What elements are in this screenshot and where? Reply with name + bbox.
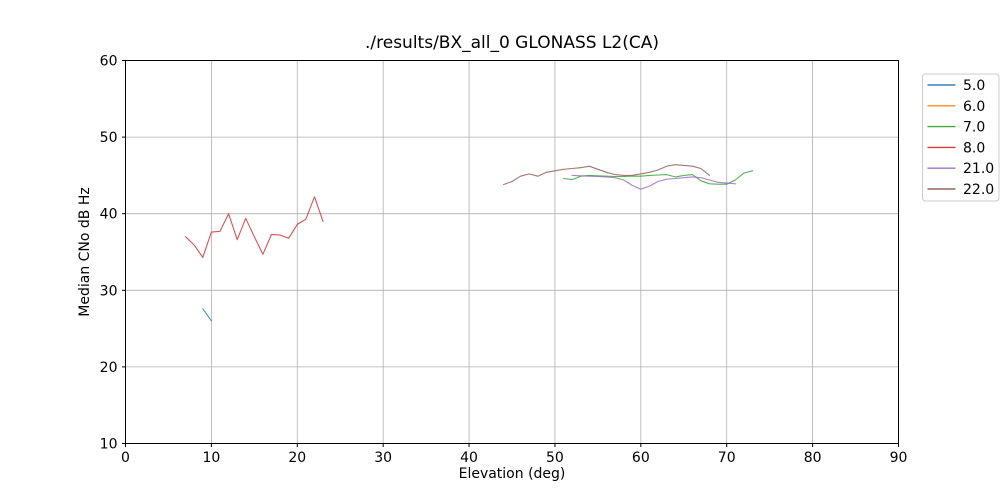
x-tick-label: 50 bbox=[546, 450, 564, 466]
x-axis-label: Elevation (deg) bbox=[459, 466, 566, 482]
legend-label: 5.0 bbox=[963, 78, 985, 94]
chart-title: ./results/BX_all_0 GLONASS L2(CA) bbox=[365, 33, 659, 53]
y-tick-label: 60 bbox=[100, 54, 118, 70]
y-tick-label: 30 bbox=[100, 283, 118, 299]
axes-spines bbox=[125, 60, 899, 444]
x-tick-label: 70 bbox=[718, 450, 736, 466]
y-tick-label: 50 bbox=[100, 130, 118, 146]
x-tick-label: 90 bbox=[890, 450, 908, 466]
legend-label: 22.0 bbox=[963, 182, 994, 198]
series-line-7.0 bbox=[562, 170, 754, 185]
x-tick-label: 30 bbox=[374, 450, 392, 466]
y-axis-label: Median CNo dB Hz bbox=[77, 187, 93, 316]
y-tick-label: 40 bbox=[100, 207, 118, 223]
y-tick-label: 20 bbox=[100, 360, 118, 376]
series-line-8.0 bbox=[185, 196, 324, 258]
legend-label: 7.0 bbox=[963, 120, 985, 136]
legend-label: 6.0 bbox=[963, 99, 985, 115]
x-tick-label: 20 bbox=[288, 450, 306, 466]
x-tick-label: 40 bbox=[460, 450, 478, 466]
series-line-5.0 bbox=[202, 308, 212, 322]
series-line-21.0 bbox=[571, 174, 736, 190]
legend-label: 8.0 bbox=[963, 140, 985, 156]
y-tick-label: 10 bbox=[100, 437, 118, 453]
x-tick-label: 10 bbox=[202, 450, 220, 466]
x-tick-label: 80 bbox=[804, 450, 822, 466]
x-tick-label: 60 bbox=[632, 450, 650, 466]
legend-label: 21.0 bbox=[963, 161, 994, 177]
series-line-22.0 bbox=[502, 164, 711, 186]
x-tick-label: 0 bbox=[121, 450, 130, 466]
